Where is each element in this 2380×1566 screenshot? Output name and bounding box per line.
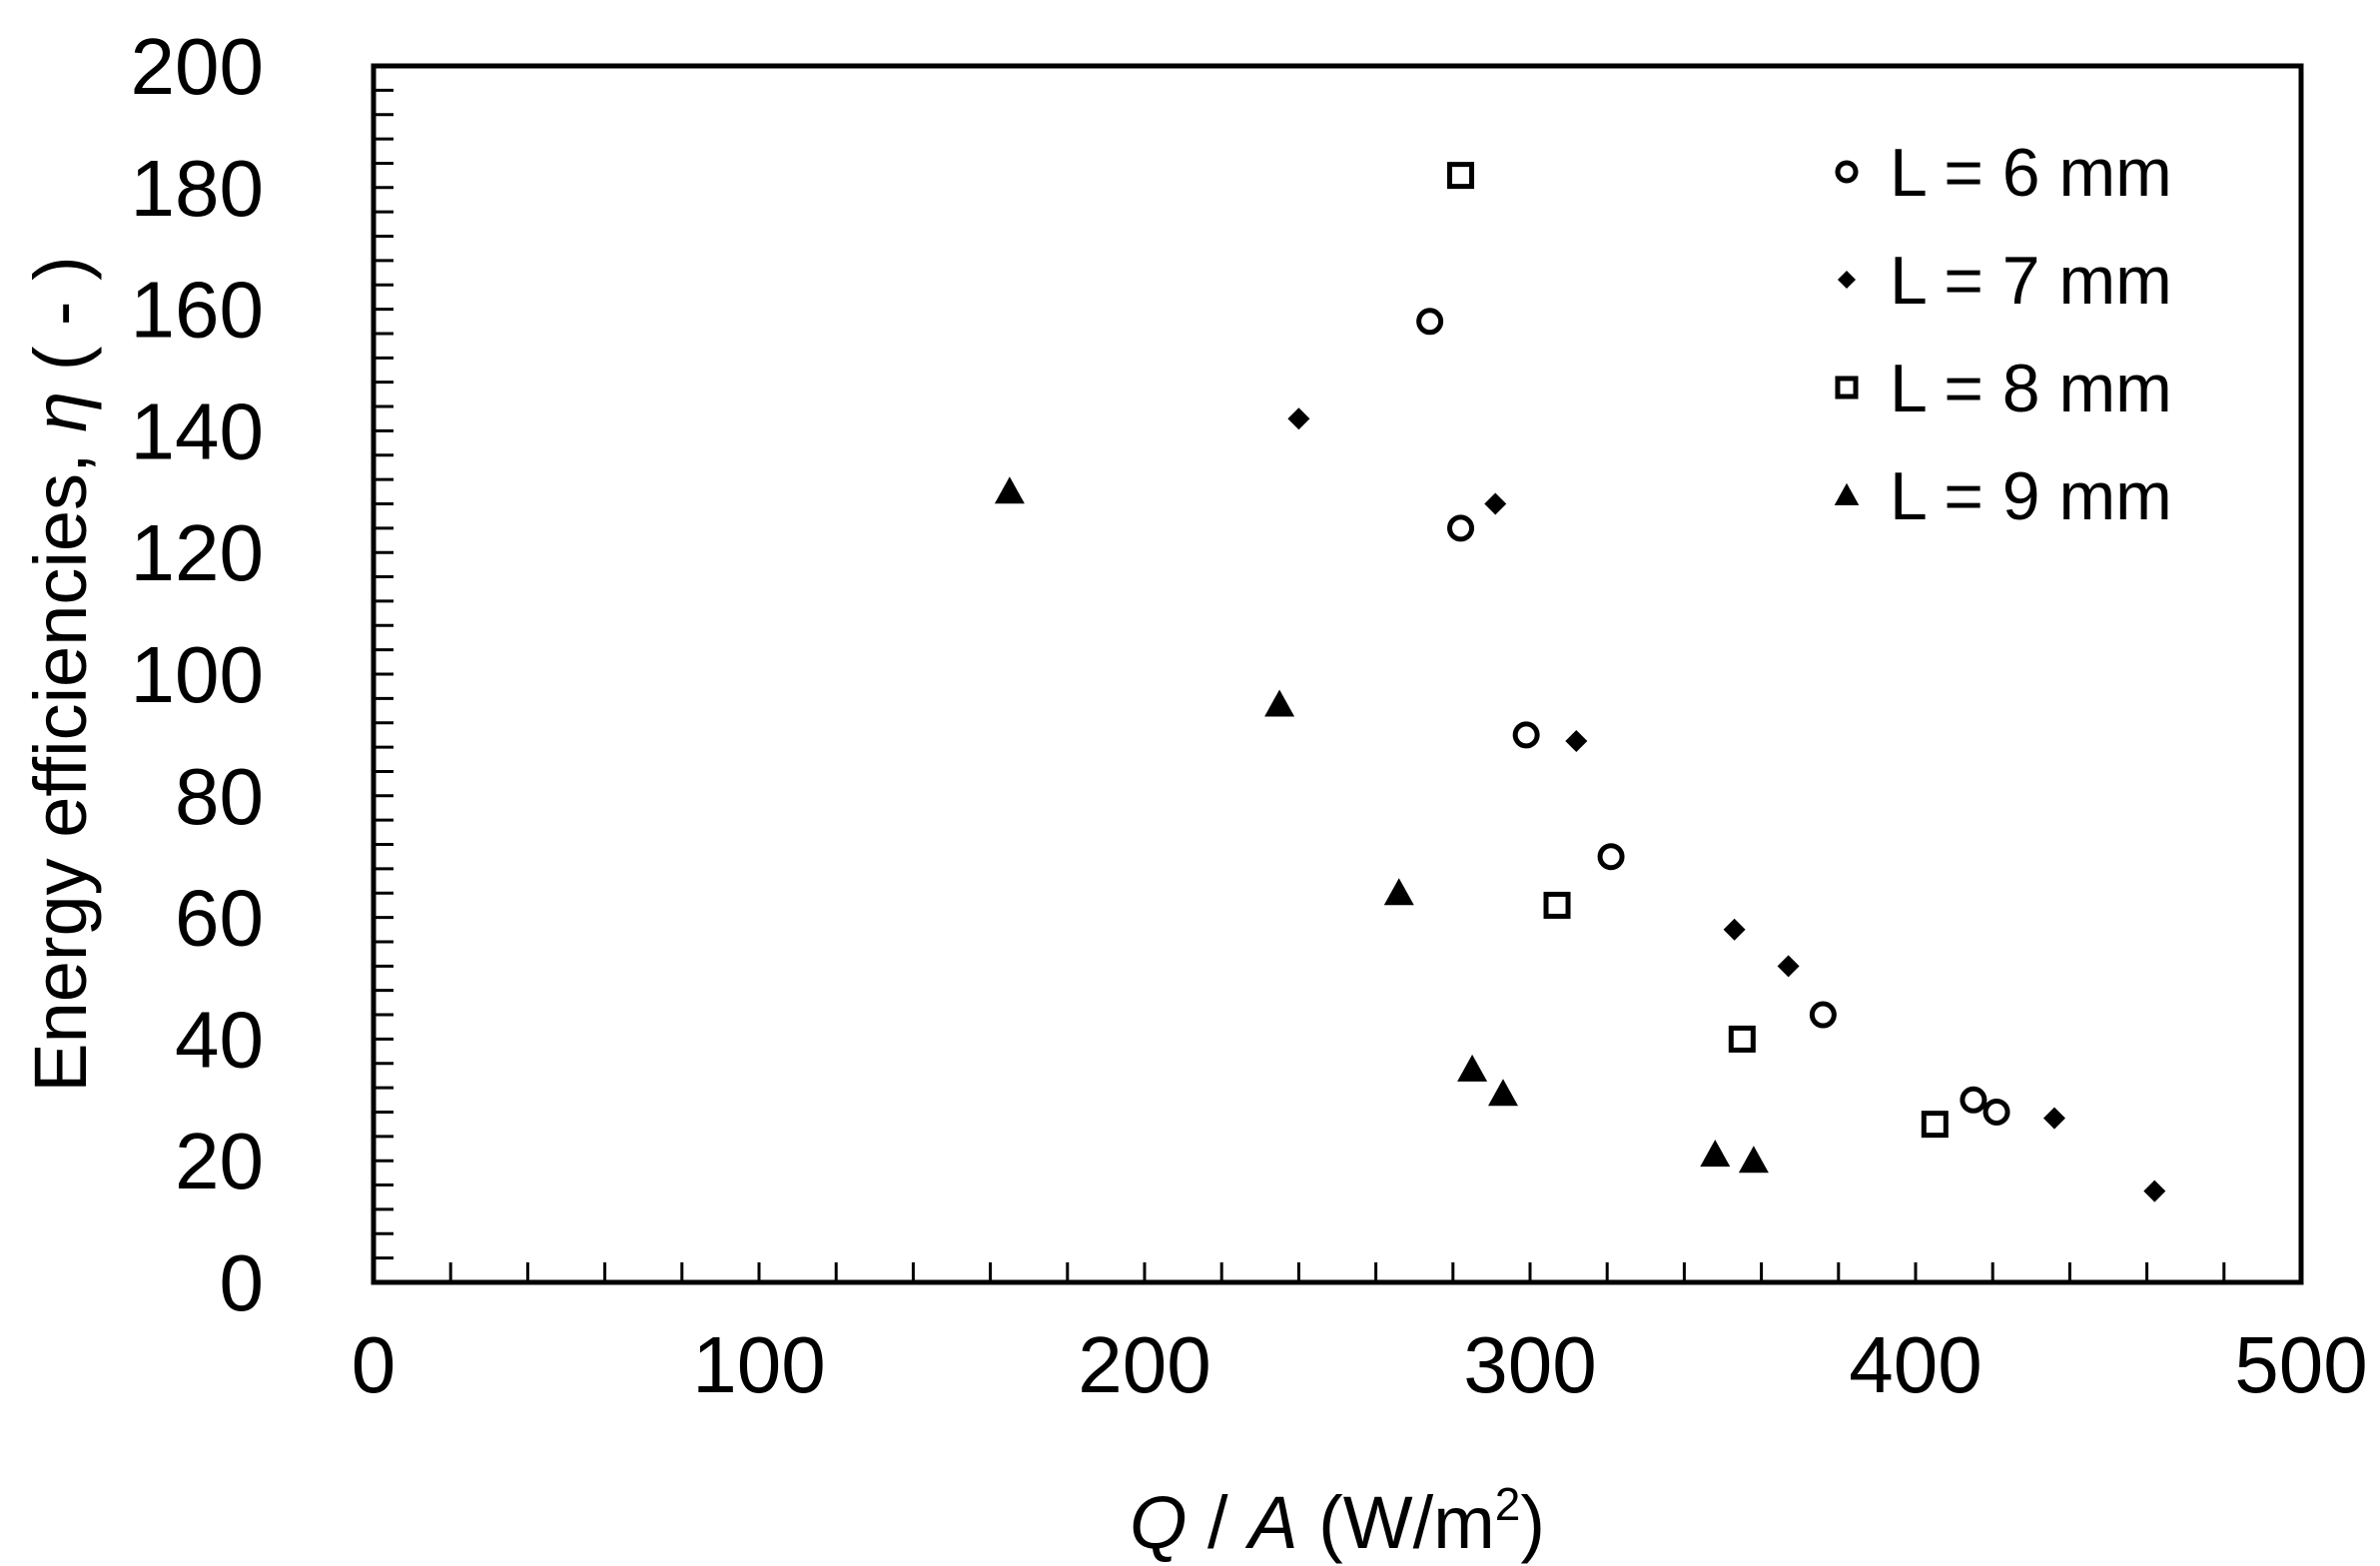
x-axis-var-q: Q [1130,1481,1188,1564]
data-points [994,162,2166,1202]
data-point [1287,407,1310,430]
y-tick-label: 60 [175,874,264,963]
legend-marker [1835,376,1859,399]
data-point [1723,918,1746,941]
y-axis-symbol-eta: η [19,392,102,432]
data-point [1457,1054,1488,1082]
y-tick-label: 120 [131,508,264,597]
data-point [1565,729,1588,752]
legend-item-l9: L = 9 mm [1834,458,2172,534]
data-point [1983,1098,2010,1126]
y-axis-label: Energy efficiencies, η ( - ) [19,256,102,1093]
y-tick-label: 80 [175,752,264,841]
data-point [1960,1086,1987,1114]
data-point [1447,162,1475,190]
y-tick-label: 140 [131,387,264,475]
legend-item-l6: L = 6 mm [1835,135,2172,211]
data-point [1484,492,1507,515]
x-axis-unit-superscript: 2 [1495,1478,1521,1530]
data-point [1777,955,1800,978]
data-point [1487,1079,1518,1107]
legend-label: L = 9 mm [1890,458,2172,534]
y-tick-label: 20 [175,1117,264,1205]
y-tick-label: 40 [175,995,264,1084]
data-point [1597,843,1625,871]
legend-label: L = 6 mm [1890,135,2172,211]
data-point [1728,1025,1756,1053]
x-tick-label: 100 [692,1320,825,1409]
y-tick-label: 160 [131,266,264,355]
x-axis-var-a: A [1244,1481,1297,1564]
x-axis-unit: (W/m [1298,1481,1495,1564]
y-tick-label: 180 [131,144,264,233]
x-tick-label: 400 [1849,1320,1982,1409]
series-l9 [994,476,1769,1174]
x-tick-label: 200 [1078,1320,1210,1409]
data-point [994,476,1025,504]
y-tick-labels: 0 20 40 60 80 100 120 140 160 180 200 [131,22,264,1327]
minor-ticks [374,88,2226,1282]
y-tick-label: 0 [220,1238,265,1327]
x-tick-label: 300 [1463,1320,1596,1409]
legend-marker [1834,482,1860,505]
data-point [2143,1179,2166,1202]
data-point [1809,1001,1837,1029]
legend-item-l7: L = 7 mm [1837,243,2172,319]
y-tick-label: 100 [131,630,264,719]
x-axis-separator: / [1188,1481,1249,1564]
legend-label: L = 8 mm [1890,351,2172,426]
data-point [1264,689,1295,717]
series-l6 [1416,308,2010,1126]
legend-marker [1835,160,1859,184]
y-axis-unit: ( - ) [19,256,102,392]
data-point [1447,514,1475,542]
x-tick-label: 500 [2234,1320,2367,1409]
x-axis-unit-close: ) [1520,1481,1545,1564]
x-axis-label: Q / A (W/m2) [1130,1478,1545,1564]
legend: L = 6 mm L = 7 mm L = 8 mm L = 9 mm [1834,135,2172,534]
data-point [1416,308,1444,336]
data-point [1700,1140,1731,1168]
data-point [1383,878,1414,906]
legend-marker [1837,270,1857,290]
y-tick-label: 200 [131,22,264,111]
legend-label: L = 7 mm [1890,243,2172,319]
x-tick-labels: 0 100 200 300 400 500 [352,1320,2368,1409]
legend-item-l8: L = 8 mm [1835,351,2172,426]
series-l8 [1447,162,1949,1139]
data-point [1921,1111,1949,1139]
data-point [2042,1107,2065,1130]
x-tick-label: 0 [352,1320,397,1409]
data-point [1738,1146,1769,1174]
data-point [1543,891,1571,919]
y-axis-label-text: Energy efficiencies, [19,432,102,1093]
series-l7 [1287,407,2166,1202]
data-point [1512,721,1540,749]
